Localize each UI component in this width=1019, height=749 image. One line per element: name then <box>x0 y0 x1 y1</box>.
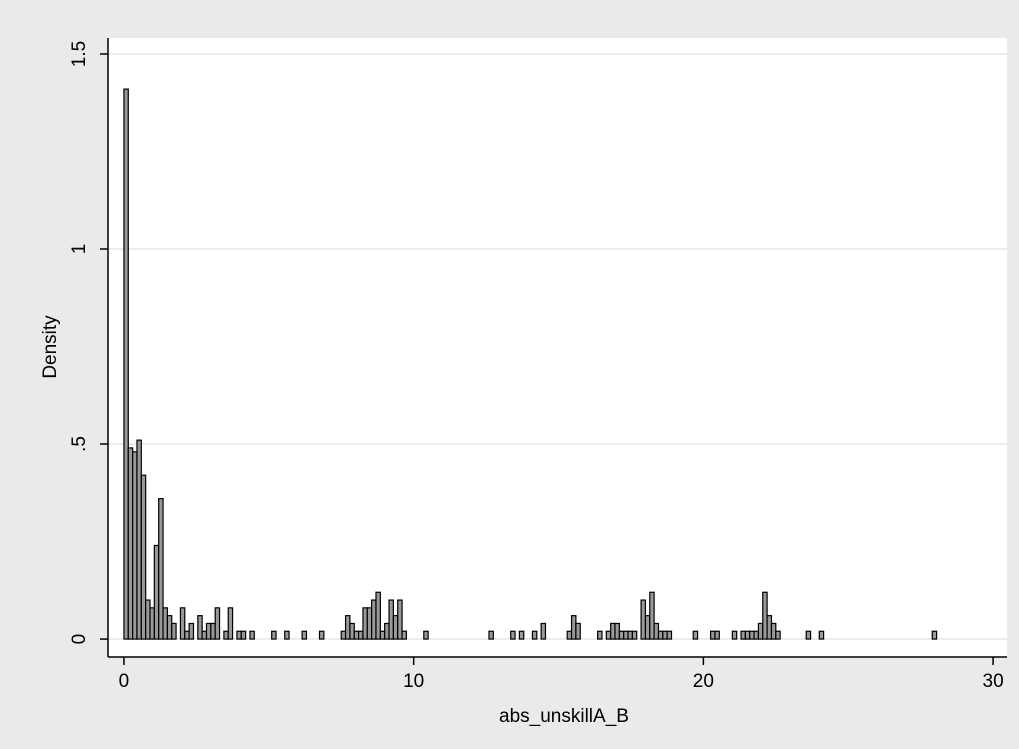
bar <box>757 622 764 640</box>
bar <box>227 607 234 640</box>
bar <box>657 630 664 640</box>
bar <box>123 88 129 640</box>
bar <box>205 622 212 640</box>
x-tick-label: 30 <box>983 671 1004 692</box>
bar <box>179 607 186 640</box>
bar <box>653 622 660 640</box>
x-tick-label: 10 <box>403 671 424 692</box>
bar <box>623 630 629 640</box>
bar <box>188 622 195 640</box>
bar <box>153 544 160 640</box>
bar <box>570 615 577 640</box>
bar <box>140 474 147 640</box>
bar <box>223 630 229 640</box>
bar <box>136 439 142 640</box>
bar <box>197 615 203 640</box>
bar <box>610 622 616 640</box>
bar <box>488 630 494 640</box>
bar <box>184 630 190 640</box>
bar <box>236 630 242 640</box>
bar <box>540 622 547 640</box>
bar <box>240 630 247 640</box>
bar <box>627 630 633 640</box>
x-axis-label: abs_unskillA_B <box>499 706 629 727</box>
bar <box>162 607 168 640</box>
bar <box>575 622 581 640</box>
bar <box>358 630 364 640</box>
bar <box>731 630 738 640</box>
bar <box>344 615 351 640</box>
bar <box>649 591 655 640</box>
bar <box>640 599 647 640</box>
bar <box>127 447 134 640</box>
bar <box>710 630 716 640</box>
bar <box>210 622 216 640</box>
bar <box>740 630 746 640</box>
bar <box>662 630 668 640</box>
bar <box>423 630 429 640</box>
bar <box>149 607 155 640</box>
bar <box>931 630 938 640</box>
bar <box>510 630 516 640</box>
bar <box>166 615 173 640</box>
bar <box>318 630 325 640</box>
bar <box>158 498 164 640</box>
bar <box>605 630 612 640</box>
bar <box>749 630 755 640</box>
y-tick-label: .5 <box>69 436 90 452</box>
bar <box>214 607 221 640</box>
bar <box>301 630 308 640</box>
bar <box>371 599 377 640</box>
y-axis-label: Density <box>40 315 61 379</box>
bar <box>388 599 394 640</box>
bar <box>518 630 525 640</box>
y-tick-label: 0 <box>69 634 90 645</box>
bar <box>132 451 138 640</box>
bar <box>375 591 381 640</box>
x-tick-label: 0 <box>119 671 130 692</box>
bar <box>531 630 538 640</box>
bar <box>397 599 403 640</box>
bar <box>644 615 651 640</box>
bar <box>766 615 773 640</box>
bar <box>401 630 408 640</box>
bar <box>171 622 177 640</box>
bar <box>249 630 255 640</box>
bar <box>284 630 290 640</box>
bar <box>618 630 625 640</box>
plot-area <box>108 38 1007 657</box>
bar <box>770 622 777 640</box>
bar <box>714 630 720 640</box>
bar <box>384 622 390 640</box>
bar <box>692 630 699 640</box>
y-tick-label: 1.5 <box>69 41 90 67</box>
bar <box>349 622 355 640</box>
bar <box>762 591 768 640</box>
bar <box>366 607 373 640</box>
bar <box>353 630 360 640</box>
bar <box>145 599 151 640</box>
bar <box>597 630 603 640</box>
bar <box>340 630 347 640</box>
bar <box>201 630 208 640</box>
bar <box>362 607 368 640</box>
bar <box>775 630 781 640</box>
bar <box>805 630 812 640</box>
bar <box>379 630 386 640</box>
x-tick-label: 20 <box>693 671 714 692</box>
bar <box>566 630 573 640</box>
y-tick-label: 1 <box>69 244 90 255</box>
bar <box>818 630 825 640</box>
bar <box>392 615 399 640</box>
bar <box>666 630 673 640</box>
bar <box>271 630 277 640</box>
bar <box>744 630 751 640</box>
bar <box>753 630 760 640</box>
bar <box>614 622 620 640</box>
bar <box>631 630 638 640</box>
